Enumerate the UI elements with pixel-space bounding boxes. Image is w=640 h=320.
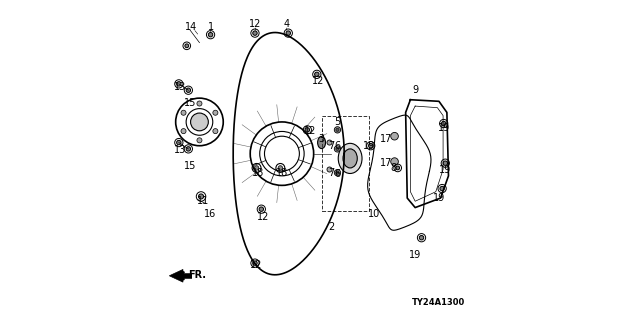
Circle shape — [197, 138, 202, 143]
Circle shape — [391, 158, 398, 165]
Circle shape — [198, 194, 204, 199]
Circle shape — [336, 147, 339, 150]
Text: 12: 12 — [249, 19, 261, 28]
Circle shape — [336, 128, 339, 132]
Circle shape — [327, 167, 332, 172]
Circle shape — [177, 82, 181, 86]
Circle shape — [334, 127, 340, 133]
Circle shape — [186, 88, 191, 92]
Text: 8: 8 — [390, 163, 396, 173]
Circle shape — [181, 129, 186, 134]
Text: 2: 2 — [328, 222, 334, 232]
Text: 15: 15 — [184, 98, 196, 108]
Circle shape — [254, 166, 259, 170]
Circle shape — [305, 128, 310, 132]
Circle shape — [177, 140, 181, 145]
Circle shape — [443, 161, 447, 165]
Circle shape — [396, 166, 399, 170]
Text: 5: 5 — [334, 117, 340, 127]
Text: 19: 19 — [363, 141, 375, 151]
Text: 12: 12 — [257, 212, 269, 222]
Circle shape — [253, 261, 257, 265]
Circle shape — [442, 121, 446, 126]
Circle shape — [334, 146, 340, 152]
Text: 12: 12 — [250, 260, 263, 270]
Text: 6: 6 — [334, 141, 340, 151]
Text: 12: 12 — [312, 76, 324, 86]
Text: 17: 17 — [380, 134, 393, 144]
Circle shape — [253, 31, 257, 35]
Text: 7: 7 — [328, 168, 334, 178]
Text: 10: 10 — [368, 209, 380, 219]
Circle shape — [391, 132, 398, 140]
Text: 6: 6 — [334, 169, 340, 179]
Circle shape — [419, 236, 424, 240]
Ellipse shape — [343, 149, 357, 168]
Circle shape — [440, 186, 444, 191]
Circle shape — [286, 31, 291, 35]
Text: 19: 19 — [433, 193, 445, 203]
Circle shape — [259, 207, 264, 212]
Circle shape — [191, 113, 209, 131]
Text: 18: 18 — [276, 168, 288, 178]
Circle shape — [327, 140, 332, 145]
Text: TY24A1300: TY24A1300 — [412, 298, 465, 307]
Circle shape — [213, 110, 218, 115]
Circle shape — [209, 32, 212, 37]
Text: 12: 12 — [304, 126, 317, 136]
Text: 16: 16 — [204, 209, 217, 219]
Circle shape — [186, 147, 191, 151]
Circle shape — [213, 129, 218, 134]
Text: 13: 13 — [174, 146, 186, 156]
Circle shape — [334, 170, 340, 176]
Text: 15: 15 — [184, 161, 196, 171]
Text: 13: 13 — [174, 82, 186, 92]
Ellipse shape — [339, 143, 362, 173]
Ellipse shape — [317, 137, 326, 148]
Text: 19: 19 — [439, 164, 451, 174]
Circle shape — [185, 44, 189, 48]
Text: 7: 7 — [328, 141, 334, 151]
Text: 19: 19 — [438, 123, 450, 133]
Text: 4: 4 — [284, 19, 290, 28]
Text: 18: 18 — [252, 168, 264, 178]
Text: 17: 17 — [380, 158, 393, 168]
Circle shape — [336, 171, 339, 174]
Text: 9: 9 — [412, 85, 418, 95]
Text: 1: 1 — [207, 22, 214, 32]
Text: 19: 19 — [409, 250, 421, 260]
Circle shape — [278, 166, 283, 170]
Text: FR.: FR. — [188, 270, 206, 280]
Text: 11: 11 — [196, 196, 209, 206]
Circle shape — [315, 72, 319, 76]
Circle shape — [181, 110, 186, 115]
Circle shape — [369, 143, 373, 148]
Circle shape — [197, 101, 202, 106]
Polygon shape — [170, 269, 183, 282]
Text: 14: 14 — [186, 22, 198, 32]
Text: 3: 3 — [319, 134, 324, 144]
